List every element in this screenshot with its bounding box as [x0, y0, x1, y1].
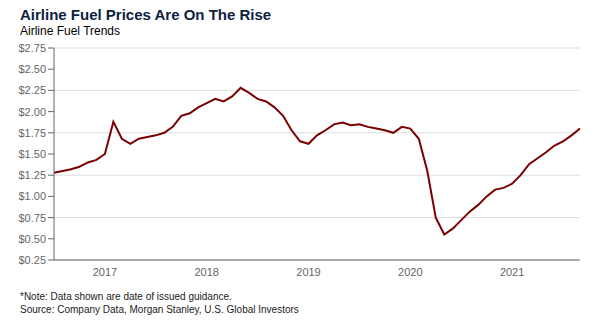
svg-text:$2.25: $2.25: [18, 84, 46, 96]
svg-text:2018: 2018: [194, 266, 218, 278]
svg-text:$0.50: $0.50: [18, 233, 46, 245]
svg-text:$2.00: $2.00: [18, 106, 46, 118]
html-text:Airline Fuel Trends: Airline Fuel Trends: [20, 24, 120, 38]
svg-text:2021: 2021: [500, 266, 524, 278]
svg-text:$1.50: $1.50: [18, 148, 46, 160]
html-text:*Note: Data shown are date of: *Note: Data shown are date of issued gui…: [20, 291, 232, 302]
html-text:Source: Company Data, Morgan S: Source: Company Data, Morgan Stanley, U.…: [20, 304, 299, 315]
svg-text:$1.25: $1.25: [18, 169, 46, 181]
svg-text:$2.75: $2.75: [18, 42, 46, 54]
svg-text:2020: 2020: [398, 266, 422, 278]
svg-text:2017: 2017: [93, 266, 117, 278]
svg-text:$1.75: $1.75: [18, 127, 46, 139]
svg-text:$1.00: $1.00: [18, 190, 46, 202]
svg-text:$0.75: $0.75: [18, 212, 46, 224]
html-text:Airline Fuel Prices Are On The: Airline Fuel Prices Are On The Rise: [20, 6, 272, 23]
svg-text:$2.50: $2.50: [18, 63, 46, 75]
svg-text:$0.25: $0.25: [18, 254, 46, 266]
svg-text:2019: 2019: [296, 266, 320, 278]
